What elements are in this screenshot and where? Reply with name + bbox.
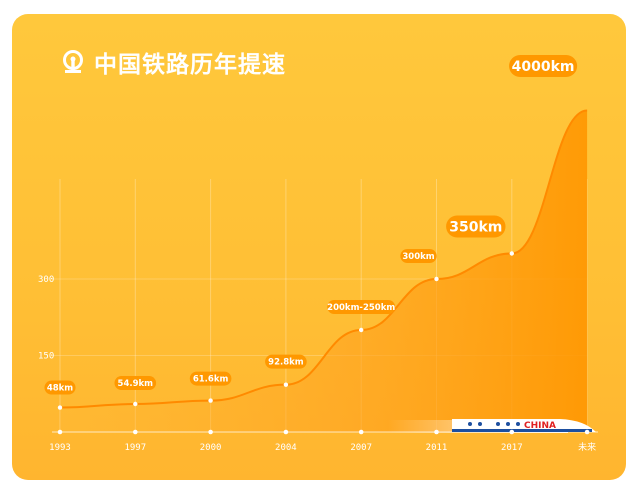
x-tick-label: 1997 (124, 443, 146, 453)
chart: 150 300 CHINA 1993 1997 2000 2004 2007 2011 2017 未… (38, 55, 598, 453)
x-tick-dot (208, 429, 213, 435)
point-label: 200km-250km (327, 300, 395, 314)
point-label-text: 300km (402, 252, 434, 262)
data-point (208, 398, 213, 403)
data-point (57, 405, 63, 410)
point-label-text: 48km (47, 384, 73, 394)
data-point (133, 401, 138, 407)
x-tick-dot (434, 429, 439, 435)
point-label-text: 92.8km (268, 358, 304, 368)
data-point (434, 276, 439, 282)
point-label: 48km (44, 380, 76, 395)
x-tick-label: 2000 (200, 443, 222, 453)
train-icon: CHINA (388, 419, 596, 433)
x-tick-label: 1993 (49, 443, 71, 453)
train-logo-text: CHINA (524, 421, 556, 431)
x-tick-dot (358, 429, 364, 435)
x-tick-dot (283, 429, 289, 435)
x-tick-dot (509, 429, 515, 435)
page-title: 中国铁路历年提速 (94, 52, 286, 78)
y-tick-label: 150 (38, 352, 54, 362)
x-tick-dot (57, 429, 63, 435)
x-tick-label: 2007 (350, 443, 372, 453)
point-label-text: 200km-250km (327, 303, 395, 313)
x-tick-label: 2011 (426, 443, 448, 453)
y-tick-label: 300 (38, 275, 54, 285)
railway-logo-icon (63, 50, 83, 73)
point-label-text: 350km (449, 220, 502, 236)
point-label: 61.6km (189, 371, 232, 386)
infographic-card: 150 300 CHINA 1993 1997 2000 2004 2007 2011 2017 未… (12, 14, 626, 480)
x-tick-dot (584, 429, 590, 435)
data-point (509, 251, 514, 256)
point-label-text: 4000km (512, 59, 575, 75)
point-label-text: 54.9km (118, 379, 154, 389)
x-tick-dot (133, 429, 138, 435)
point-label: 350km (446, 215, 506, 238)
point-label: 92.8km (265, 354, 307, 369)
point-label: 54.9km (114, 376, 157, 391)
series-area (60, 110, 588, 432)
data-point (283, 382, 289, 387)
x-tick-label: 未来 (578, 441, 596, 453)
series-line (59, 109, 588, 409)
point-label-text: 61.6km (193, 375, 229, 385)
point-label: 4000km (509, 55, 578, 77)
x-tick-label: 2004 (275, 443, 297, 453)
point-label: 300km (400, 249, 437, 263)
data-point (359, 327, 364, 333)
x-tick-label: 2017 (501, 443, 523, 453)
title-row: 中国铁路历年提速 (60, 44, 286, 80)
